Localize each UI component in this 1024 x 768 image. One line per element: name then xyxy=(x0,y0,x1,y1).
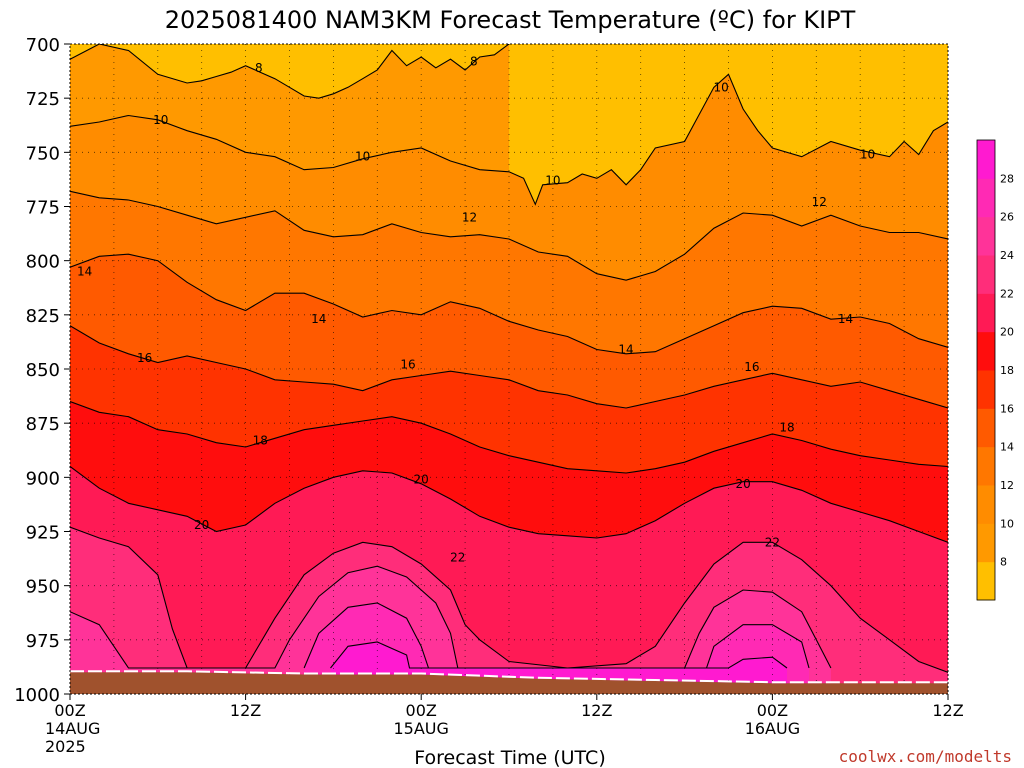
isotherm-18 xyxy=(70,400,948,474)
contour-label: 14 xyxy=(77,265,92,279)
colorbar-label: 16 xyxy=(1000,402,1014,415)
contour-label: 20 xyxy=(414,473,429,487)
colorbar-segment xyxy=(977,140,995,179)
colorbar-frame xyxy=(976,139,996,601)
x-tick-label: 14AUG xyxy=(45,719,100,738)
plot-area: 8 8 10 10 10 10 10 12 12 14 14 14 14 16 16 16 18 18 20 20 20… xyxy=(70,44,948,694)
colorbar-segment xyxy=(977,370,995,409)
contour-label: 8 xyxy=(470,54,478,68)
colorbar-label: 22 xyxy=(1000,287,1014,300)
colorbar-label: 8 xyxy=(1000,556,1007,569)
colorbar-segment xyxy=(977,408,995,448)
colorbar-segment xyxy=(977,255,995,294)
contour-label: 10 xyxy=(714,80,729,94)
contour-label: 10 xyxy=(153,113,168,127)
colorbar-segment xyxy=(977,446,995,486)
x-axis-label: Forecast Time (UTC) xyxy=(414,747,605,768)
y-tick-label: 800 xyxy=(26,252,60,273)
colorbar-label: 12 xyxy=(1000,479,1014,492)
contour-label: 14 xyxy=(311,312,326,326)
y-tick-label: 700 xyxy=(26,35,60,56)
contour-label: 16 xyxy=(744,360,759,374)
colorbar-label: 14 xyxy=(1000,441,1014,454)
contour-label: 14 xyxy=(618,343,633,357)
contour-label: 12 xyxy=(812,195,827,209)
colorbar-segment xyxy=(977,178,995,218)
contour-label: 8 xyxy=(255,61,263,75)
y-tick-label: 750 xyxy=(26,143,60,164)
y-tick-label: 725 xyxy=(26,89,60,110)
x-tick-label: 12Z xyxy=(932,701,963,720)
colorbar-label: 28 xyxy=(1000,172,1014,185)
isotherm-28 xyxy=(330,641,788,669)
y-tick-label: 875 xyxy=(26,414,60,435)
terrain-band xyxy=(70,670,948,694)
isotherm-10 xyxy=(70,73,948,206)
temperature-fills xyxy=(70,44,948,694)
y-tick-label: 850 xyxy=(26,360,60,381)
y-tick-label: 775 xyxy=(26,198,60,219)
x-tick-label: 12Z xyxy=(581,701,612,720)
contour-label: 16 xyxy=(400,358,415,372)
colorbar-segment xyxy=(977,293,995,333)
isotherm-24 xyxy=(70,565,832,669)
colorbar-segment xyxy=(977,523,995,563)
colorbar-segment xyxy=(977,331,995,371)
y-tick-label: 900 xyxy=(26,468,60,489)
contour-label: 12 xyxy=(462,210,477,224)
contour-label: 10 xyxy=(355,150,370,164)
x-tick-label: 2025 xyxy=(45,737,86,756)
x-tick-label: 00Z xyxy=(54,701,85,720)
y-axis: 700 725 750 775 800 825 850 875 900 925 950 975 1000 xyxy=(14,35,70,706)
colorbar-segment xyxy=(977,561,995,601)
x-tick-label: 15AUG xyxy=(393,719,448,738)
contour-labels: 8 8 10 10 10 10 10 12 12 14 14 14 14 16 16 16 18 18 20 20 20… xyxy=(77,54,875,564)
terrain-edge xyxy=(70,670,948,684)
contour-label: 22 xyxy=(450,551,465,565)
isotherm-14 xyxy=(70,253,948,355)
contour-label: 16 xyxy=(137,351,152,365)
y-tick-label: 950 xyxy=(26,577,60,598)
contour-label: 22 xyxy=(765,535,780,549)
colorbar-segment xyxy=(977,216,995,256)
colorbar-label: 26 xyxy=(1000,211,1014,224)
contour-label: 14 xyxy=(838,312,853,326)
y-tick-label: 825 xyxy=(26,306,60,327)
contour-label: 18 xyxy=(779,421,794,435)
colorbar-segment xyxy=(977,485,995,524)
y-tick-label: 1000 xyxy=(14,685,60,706)
contour-label: 20 xyxy=(735,477,750,491)
x-tick-label: 00Z xyxy=(406,701,437,720)
colorbar-label: 20 xyxy=(1000,326,1014,339)
contour-label: 18 xyxy=(253,434,268,448)
isotherm-12 xyxy=(70,190,948,281)
isotherm-lines xyxy=(70,44,948,673)
isotherm-16 xyxy=(70,325,948,409)
isotherm-22 xyxy=(70,526,948,673)
colorbar-label: 10 xyxy=(1000,517,1014,530)
isotherm-20 xyxy=(70,466,948,543)
contour-label: 20 xyxy=(194,518,209,532)
y-tick-label: 925 xyxy=(26,523,60,544)
colorbar-label: 24 xyxy=(1000,249,1014,262)
x-tick-label: 12Z xyxy=(230,701,261,720)
y-tick-label: 975 xyxy=(26,631,60,652)
contour-label: 10 xyxy=(545,174,560,188)
terrain-fill xyxy=(70,672,948,694)
colorbar-label: 18 xyxy=(1000,364,1014,377)
credit-text[interactable]: coolwx.com/modelts xyxy=(839,747,1012,766)
colorbar: 8 10 12 14 16 18 20 22 24 26 28 xyxy=(976,139,1014,601)
x-tick-label: 00Z xyxy=(757,701,788,720)
isotherm-8 xyxy=(70,44,510,99)
chart-title: 2025081400 NAM3KM Forecast Temperature (… xyxy=(165,6,856,34)
contour-label: 10 xyxy=(860,148,875,162)
x-tick-label: 16AUG xyxy=(745,719,800,738)
